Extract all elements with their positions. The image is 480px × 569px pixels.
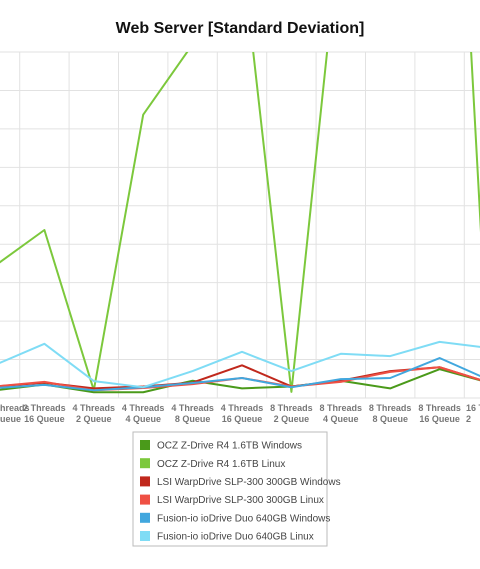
x-tick-label: 4 Threads xyxy=(73,403,116,413)
x-tick-label: 16 Queue xyxy=(419,414,460,424)
series-line xyxy=(0,357,480,392)
series-line xyxy=(0,364,480,390)
x-tick-label: 2 Threads xyxy=(23,403,66,413)
x-tick-label: 8 Threads xyxy=(418,403,461,413)
x-tick-label: 4 Threads xyxy=(221,403,264,413)
x-tick-label: 2 Queue xyxy=(274,414,310,424)
legend-label: OCZ Z-Drive R4 1.6TB Windows xyxy=(157,441,302,452)
x-tick-label: 4 Queue xyxy=(323,414,359,424)
legend-swatch xyxy=(140,458,150,469)
x-tick-label: 2 Queue xyxy=(76,414,112,424)
legend-label: LSI WarpDrive SLP-300 300GB Windows xyxy=(157,477,341,488)
chart-title: Web Server [Standard Deviation] xyxy=(116,20,365,37)
x-tick-label: 16 Queue xyxy=(222,414,263,424)
legend-swatch xyxy=(140,440,150,450)
legend-label: Fusion-io ioDrive Duo 640GB Windows xyxy=(157,513,330,524)
x-tick-label: 8 Threads xyxy=(369,403,412,413)
x-tick-label: 4 Queue xyxy=(125,414,161,424)
legend-label: OCZ Z-Drive R4 1.6TB Linux xyxy=(157,459,285,470)
legend-label: Fusion-io ioDrive Duo 640GB Linux xyxy=(157,532,314,543)
x-tick-label: hreads xyxy=(0,403,30,413)
legend-box xyxy=(132,431,328,547)
x-tick-label: 16 Queue xyxy=(24,414,65,424)
x-tick-label: 8 Queue xyxy=(372,414,408,424)
plot-area xyxy=(0,52,480,394)
legend-swatch xyxy=(140,512,150,523)
x-tick-label: 8 Threads xyxy=(320,403,363,413)
x-tick-label: 2 xyxy=(466,414,471,424)
series-line xyxy=(0,52,480,393)
x-tick-label: 4 Threads xyxy=(171,403,214,413)
x-tick-label: 4 Threads xyxy=(122,403,165,413)
x-tick-label: 8 Threads xyxy=(270,403,313,413)
legend-label: LSI WarpDrive SLP-300 300GB Linux xyxy=(157,495,324,506)
series-line xyxy=(0,368,480,394)
x-tick-label: ueue xyxy=(0,414,21,424)
x-tick-label: 8 Queue xyxy=(175,414,211,424)
series-line xyxy=(0,340,480,389)
legend-swatch xyxy=(140,494,150,505)
legend-swatch xyxy=(140,476,150,487)
x-tick-label: 16 T xyxy=(466,403,480,413)
legend-swatch xyxy=(140,531,150,541)
